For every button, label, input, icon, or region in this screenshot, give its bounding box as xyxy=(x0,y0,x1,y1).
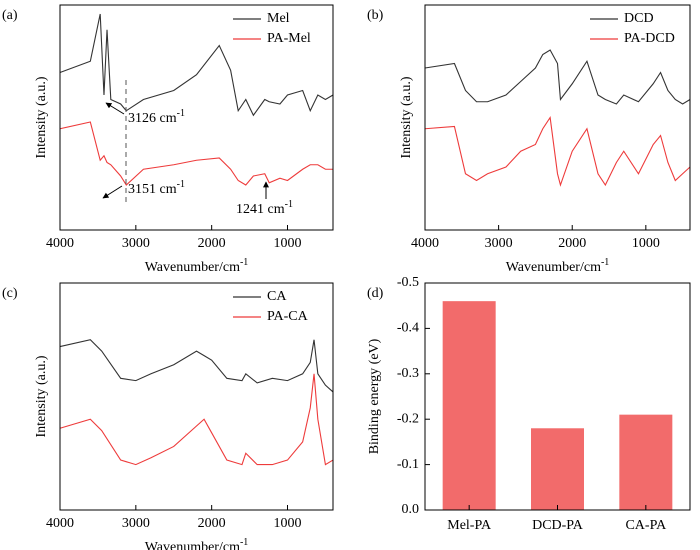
y-axis-label: Intensity (a.u.) xyxy=(34,76,49,158)
x-tick-label: CA-PA xyxy=(625,518,667,533)
x-tick-label: 2000 xyxy=(198,516,226,531)
annotation-sup: -1 xyxy=(285,199,293,210)
legend-label: CA xyxy=(267,289,287,304)
x-tick-label: 4000 xyxy=(411,236,439,251)
annotation: 3126 cm-1 xyxy=(128,108,185,126)
x-axis-label: Wavenumber/cm-1 xyxy=(145,257,249,275)
legend-label: DCD xyxy=(624,11,654,26)
plot-frame xyxy=(424,282,691,511)
y-tick-label: -0.3 xyxy=(397,366,419,381)
legend-label: Mel xyxy=(267,11,290,26)
panel-label: (a) xyxy=(2,8,18,23)
x-tick-label: 3000 xyxy=(122,516,150,531)
x-tick-label: 1000 xyxy=(274,236,302,251)
bar xyxy=(531,428,584,510)
y-tick-label: -0.2 xyxy=(397,411,419,426)
x-tick-label: DCD-PA xyxy=(532,518,584,533)
x-tick-label: 2000 xyxy=(558,236,586,251)
panel-label: (b) xyxy=(367,8,384,23)
y-tick-label: -0.1 xyxy=(397,457,419,472)
spectrum-line xyxy=(424,115,691,187)
annotation: 1241 cm-1 xyxy=(236,199,293,217)
panel-label: (d) xyxy=(367,286,384,301)
x-axis-label-sup: -1 xyxy=(601,257,609,268)
annotation-arrow xyxy=(102,185,123,199)
annotation-base: 1241 cm xyxy=(236,202,285,217)
plot-frame xyxy=(59,4,334,231)
x-tick-label: 3000 xyxy=(485,236,513,251)
x-tick-label: 2000 xyxy=(198,236,226,251)
annotation-arrow xyxy=(105,102,125,115)
panel-label: (c) xyxy=(2,286,18,301)
x-axis-label-base: Wavenumber/cm xyxy=(145,260,240,275)
x-axis-label: Wavenumber/cm-1 xyxy=(506,257,610,275)
y-axis-label: Intensity (a.u.) xyxy=(34,355,49,437)
x-tick-label: 1000 xyxy=(632,236,660,251)
x-tick-label: 3000 xyxy=(122,236,150,251)
legend-label: PA-Mel xyxy=(267,31,311,46)
legend-label: PA-DCD xyxy=(624,31,675,46)
annotation-base: 3151 cm xyxy=(128,182,177,197)
spectrum-line xyxy=(59,339,334,393)
x-axis-label-sup: -1 xyxy=(240,257,248,268)
bar xyxy=(442,301,496,510)
x-tick-label: 4000 xyxy=(46,516,74,531)
plot-frame xyxy=(59,282,334,511)
annotation-sup: -1 xyxy=(177,108,185,119)
spectrum-line xyxy=(424,49,691,105)
plot-frame xyxy=(424,4,691,231)
y-tick-label: 0.0 xyxy=(402,502,420,517)
x-tick-label: Mel-PA xyxy=(447,518,492,533)
legend-label: PA-CA xyxy=(267,309,309,324)
spectrum-line xyxy=(59,121,333,186)
annotation-sup: -1 xyxy=(177,179,185,190)
spectrum-line xyxy=(59,13,334,117)
x-tick-label: 1000 xyxy=(274,516,302,531)
x-tick-label: 4000 xyxy=(46,236,74,251)
annotation-base: 3126 cm xyxy=(128,111,177,126)
annotation: 3151 cm-1 xyxy=(128,179,185,197)
y-axis-label: Binding energy (eV) xyxy=(367,338,382,454)
spectrum-line xyxy=(59,373,334,466)
bar xyxy=(619,414,673,510)
x-axis-label: Wavenumber/cm-1 xyxy=(145,537,249,550)
x-axis-label-base: Wavenumber/cm xyxy=(506,260,601,275)
y-tick-label: -0.4 xyxy=(397,321,419,336)
x-axis-label-base: Wavenumber/cm xyxy=(145,540,240,550)
y-axis-label: Intensity (a.u.) xyxy=(399,76,414,158)
x-axis-label-sup: -1 xyxy=(240,537,248,548)
y-tick-label: -0.5 xyxy=(397,275,419,290)
